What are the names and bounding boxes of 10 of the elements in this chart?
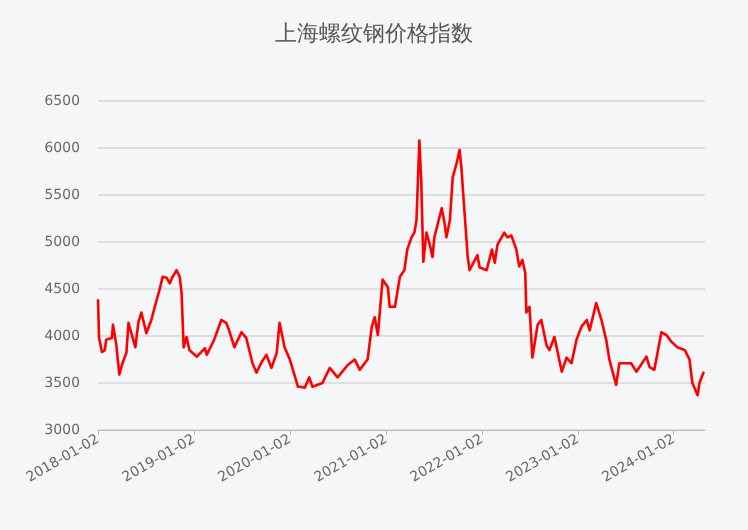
y-tick-label: 5000 [44, 234, 80, 250]
y-tick-label: 3000 [44, 422, 80, 438]
y-tick-label: 3500 [44, 375, 80, 391]
y-tick-label: 6000 [44, 140, 80, 156]
y-tick-label: 6500 [44, 93, 80, 109]
chart-title: 上海螺纹钢价格指数 [275, 22, 473, 46]
y-tick-label: 5500 [44, 187, 80, 203]
line-series [96, 139, 705, 397]
y-tick-label: 4500 [44, 281, 80, 297]
y-tick-label: 4000 [44, 328, 80, 344]
